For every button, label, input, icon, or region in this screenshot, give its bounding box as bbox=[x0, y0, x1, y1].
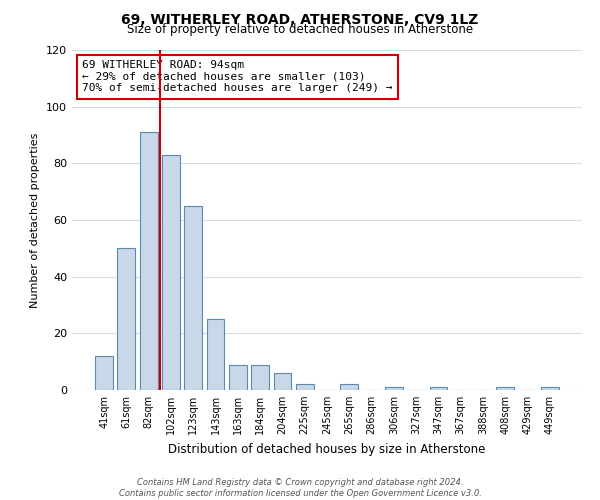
Bar bbox=[385, 387, 403, 390]
Bar bbox=[430, 387, 448, 390]
Bar bbox=[296, 384, 314, 390]
Bar bbox=[229, 364, 247, 390]
Bar bbox=[118, 248, 136, 390]
Bar bbox=[496, 387, 514, 390]
Bar bbox=[340, 384, 358, 390]
Y-axis label: Number of detached properties: Number of detached properties bbox=[31, 132, 40, 308]
Text: Size of property relative to detached houses in Atherstone: Size of property relative to detached ho… bbox=[127, 22, 473, 36]
Bar bbox=[140, 132, 158, 390]
Bar bbox=[206, 319, 224, 390]
Text: Contains HM Land Registry data © Crown copyright and database right 2024.
Contai: Contains HM Land Registry data © Crown c… bbox=[119, 478, 481, 498]
Text: 69, WITHERLEY ROAD, ATHERSTONE, CV9 1LZ: 69, WITHERLEY ROAD, ATHERSTONE, CV9 1LZ bbox=[121, 12, 479, 26]
Bar bbox=[95, 356, 113, 390]
Bar bbox=[162, 155, 180, 390]
Bar bbox=[184, 206, 202, 390]
Bar bbox=[251, 364, 269, 390]
Bar bbox=[541, 387, 559, 390]
Bar bbox=[274, 373, 292, 390]
Text: 69 WITHERLEY ROAD: 94sqm
← 29% of detached houses are smaller (103)
70% of semi-: 69 WITHERLEY ROAD: 94sqm ← 29% of detach… bbox=[82, 60, 392, 94]
X-axis label: Distribution of detached houses by size in Atherstone: Distribution of detached houses by size … bbox=[169, 442, 485, 456]
